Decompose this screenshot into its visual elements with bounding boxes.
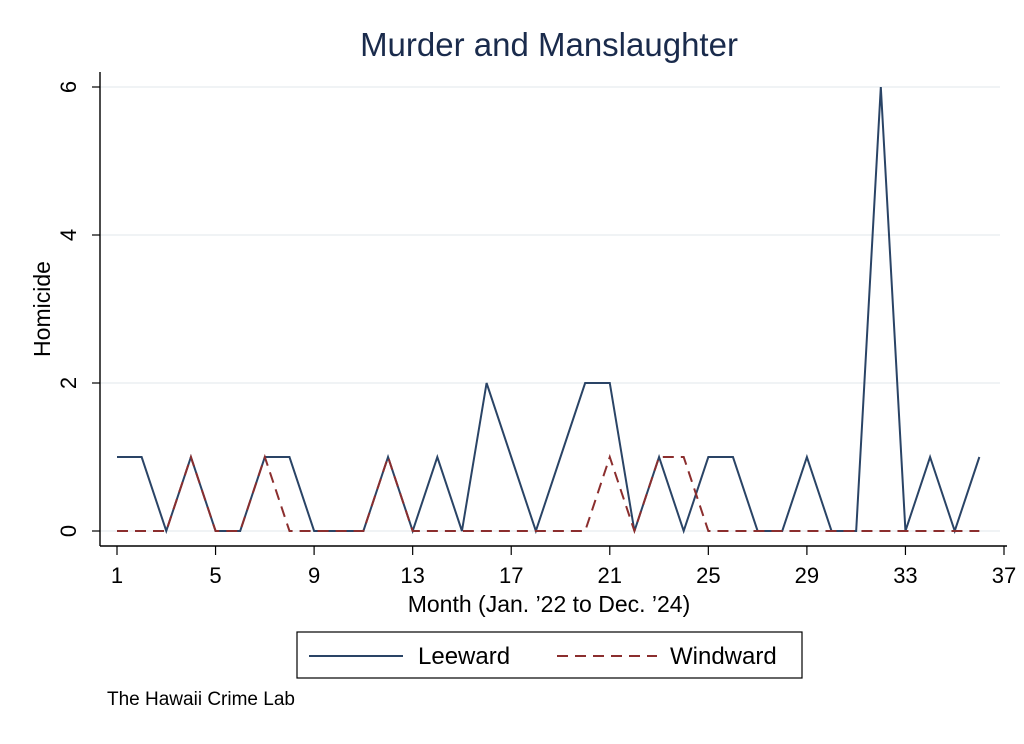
x-tick-label: 37: [992, 563, 1016, 588]
legend-label-leeward: Leeward: [418, 643, 510, 670]
x-axis-ticks: 1 5 9 13 17 21 25 29 33 37: [111, 546, 1016, 588]
series-line-windward: [117, 453, 980, 535]
y-tick-label: 4: [56, 229, 81, 241]
y-axis-ticks: 0 2 4 6: [56, 81, 100, 537]
y-axis-label: Homicide: [29, 261, 55, 357]
x-tick-label: 21: [598, 563, 622, 588]
series-line-leeward: [117, 86, 981, 535]
x-tick-label: 29: [795, 563, 819, 588]
y-tick-label: 6: [56, 81, 81, 93]
y-tick-label: 0: [56, 525, 81, 537]
x-tick-label: 9: [308, 563, 320, 588]
legend: Leeward Windward: [296, 631, 803, 679]
source-note: The Hawaii Crime Lab: [107, 689, 295, 710]
x-tick-label: 5: [209, 563, 221, 588]
x-tick-label: 1: [111, 563, 123, 588]
x-tick-label: 25: [696, 563, 720, 588]
grid-lines: [100, 86, 1000, 532]
series-group: [117, 86, 981, 535]
x-tick-label: 33: [893, 563, 917, 588]
x-tick-label: 17: [499, 563, 523, 588]
chart-title: Murder and Manslaughter: [360, 26, 738, 63]
y-tick-label: 2: [56, 377, 81, 389]
x-axis-label: Month (Jan. ’22 to Dec. ’24): [408, 591, 691, 617]
legend-label-windward: Windward: [670, 643, 777, 670]
x-tick-label: 13: [400, 563, 424, 588]
